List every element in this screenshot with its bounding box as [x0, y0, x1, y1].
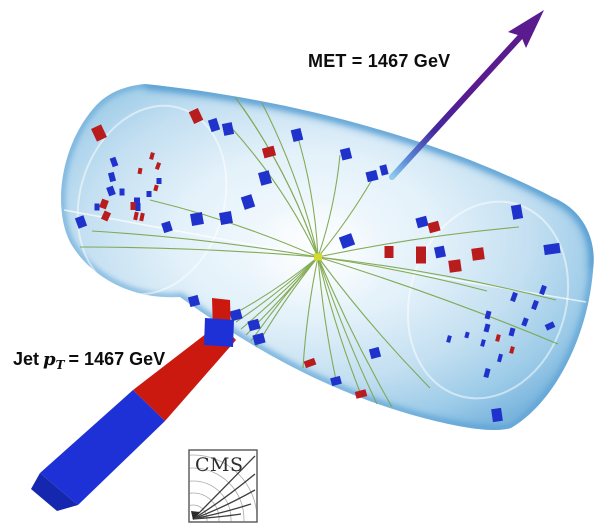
- energy-deposits: [74, 107, 561, 423]
- jet-cone: [31, 298, 236, 511]
- jet-pt-label: Jet pT = 1467 GeV: [13, 349, 165, 372]
- logo-origin-wedge: [191, 511, 200, 520]
- collision-vertex: [314, 253, 322, 261]
- logo-grid-arcs: [189, 454, 257, 522]
- met-arrow: [389, 10, 544, 180]
- jet-label-symbol: p: [43, 349, 56, 370]
- met-arrowhead-icon: [508, 10, 544, 48]
- jet-label-subscript: T: [55, 358, 65, 372]
- jet-label-suffix: = 1467 GeV: [68, 349, 166, 369]
- cms-logo-graphic: CMS: [188, 449, 258, 523]
- met-label: MET = 1467 GeV: [308, 51, 451, 71]
- detector-cylinder: [61, 84, 594, 430]
- jet-label-prefix: Jet: [13, 349, 40, 369]
- cms-logo: CMS: [188, 449, 258, 523]
- logo-frame: [188, 449, 258, 523]
- particle-tracks: [79, 96, 559, 408]
- cms-logo-text: CMS: [195, 454, 244, 476]
